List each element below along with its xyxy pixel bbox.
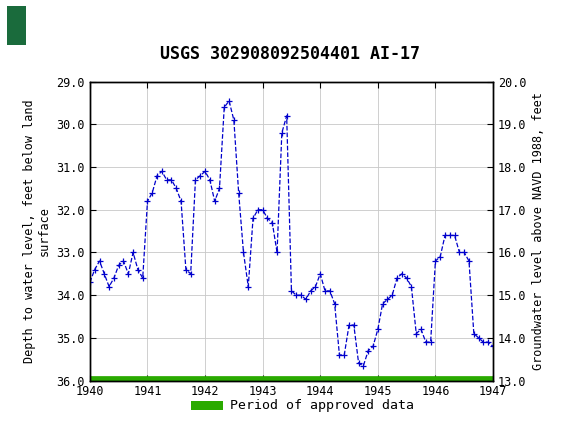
Y-axis label: Groundwater level above NAVD 1988, feet: Groundwater level above NAVD 1988, feet bbox=[532, 92, 545, 370]
FancyBboxPatch shape bbox=[7, 6, 49, 45]
Text: USGS: USGS bbox=[53, 16, 108, 34]
FancyBboxPatch shape bbox=[191, 402, 223, 410]
Text: USGS 302908092504401 AI-17: USGS 302908092504401 AI-17 bbox=[160, 45, 420, 63]
Y-axis label: Depth to water level, feet below land
surface: Depth to water level, feet below land su… bbox=[23, 99, 51, 363]
Text: Period of approved data: Period of approved data bbox=[230, 399, 414, 412]
FancyBboxPatch shape bbox=[7, 6, 26, 45]
